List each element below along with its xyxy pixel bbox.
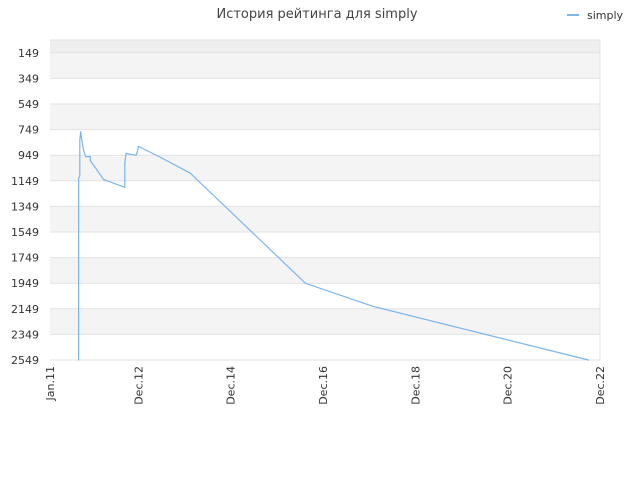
x-tick-label: Dec.22	[594, 366, 607, 405]
plot-band	[50, 334, 600, 360]
data-point	[125, 152, 127, 155]
plot-band	[50, 206, 600, 232]
plot-band	[50, 257, 600, 284]
data-point	[189, 172, 191, 174]
plot-background-bands	[50, 40, 600, 360]
y-tick-label: 1149	[11, 175, 39, 188]
gridlines	[50, 39, 601, 361]
y-tick-label: 949	[18, 149, 39, 162]
plot-band	[50, 78, 600, 104]
data-point	[587, 359, 590, 361]
y-tick-label: 2149	[11, 303, 39, 316]
data-point	[85, 156, 87, 158]
data-point	[79, 139, 81, 141]
data-point	[103, 179, 105, 181]
data-point	[89, 159, 91, 162]
legend[interactable]: simply	[567, 9, 624, 22]
data-point	[135, 154, 137, 156]
data-point	[89, 156, 91, 158]
plot-band	[50, 104, 600, 130]
data-point	[77, 177, 80, 179]
plot-band	[50, 232, 600, 258]
legend-label-simply: simply	[587, 9, 624, 22]
y-tick-label: 549	[18, 98, 39, 111]
y-tick-label: 1749	[11, 252, 39, 265]
data-point	[160, 157, 163, 159]
data-point	[83, 150, 85, 152]
x-tick-label: Dec.20	[502, 366, 515, 405]
plot-band	[50, 40, 600, 53]
y-tick-label: 1549	[11, 226, 39, 239]
data-point	[79, 175, 81, 177]
x-tick-label: Dec.12	[132, 366, 145, 405]
data-point	[77, 359, 80, 361]
y-tick-label: 1349	[11, 200, 39, 213]
y-tick-label: 2549	[11, 354, 39, 367]
x-tick-label: Dec.18	[409, 366, 422, 405]
data-point	[304, 282, 307, 284]
series-line-simply[interactable]	[78, 131, 589, 361]
plot-band	[50, 180, 600, 207]
data-point	[136, 152, 138, 154]
plot-band	[50, 52, 600, 79]
y-tick-label: 349	[18, 72, 39, 85]
data-point	[81, 139, 83, 141]
y-tick-label: 749	[18, 124, 39, 137]
y-tick-label: 149	[18, 47, 39, 60]
series-layer	[77, 131, 590, 361]
data-point	[372, 305, 374, 307]
y-axis-tick-labels: 149 349 549 749 949 1149 1349 1549 1749 1949 2149 2…	[11, 47, 39, 367]
data-point	[124, 162, 126, 164]
chart-title: История рейтинга для simply	[216, 7, 417, 22]
plot-band	[50, 129, 600, 156]
plot-band	[50, 155, 600, 181]
x-tick-label: Dec.14	[225, 366, 238, 405]
x-tick-label: Jan.11	[44, 366, 57, 401]
y-tick-label: 1949	[11, 277, 39, 290]
y-tick-label: 2349	[11, 328, 39, 341]
plot-band	[50, 283, 600, 309]
data-point	[137, 145, 140, 147]
data-point	[80, 131, 82, 133]
x-axis-tick-labels: Jan.11 Dec.12 Dec.14 Dec.16 Dec.18 Dec.20 Dec.…	[44, 366, 607, 405]
x-tick-label: Dec.16	[317, 366, 330, 405]
plot-band	[50, 308, 600, 335]
data-point	[124, 186, 126, 188]
